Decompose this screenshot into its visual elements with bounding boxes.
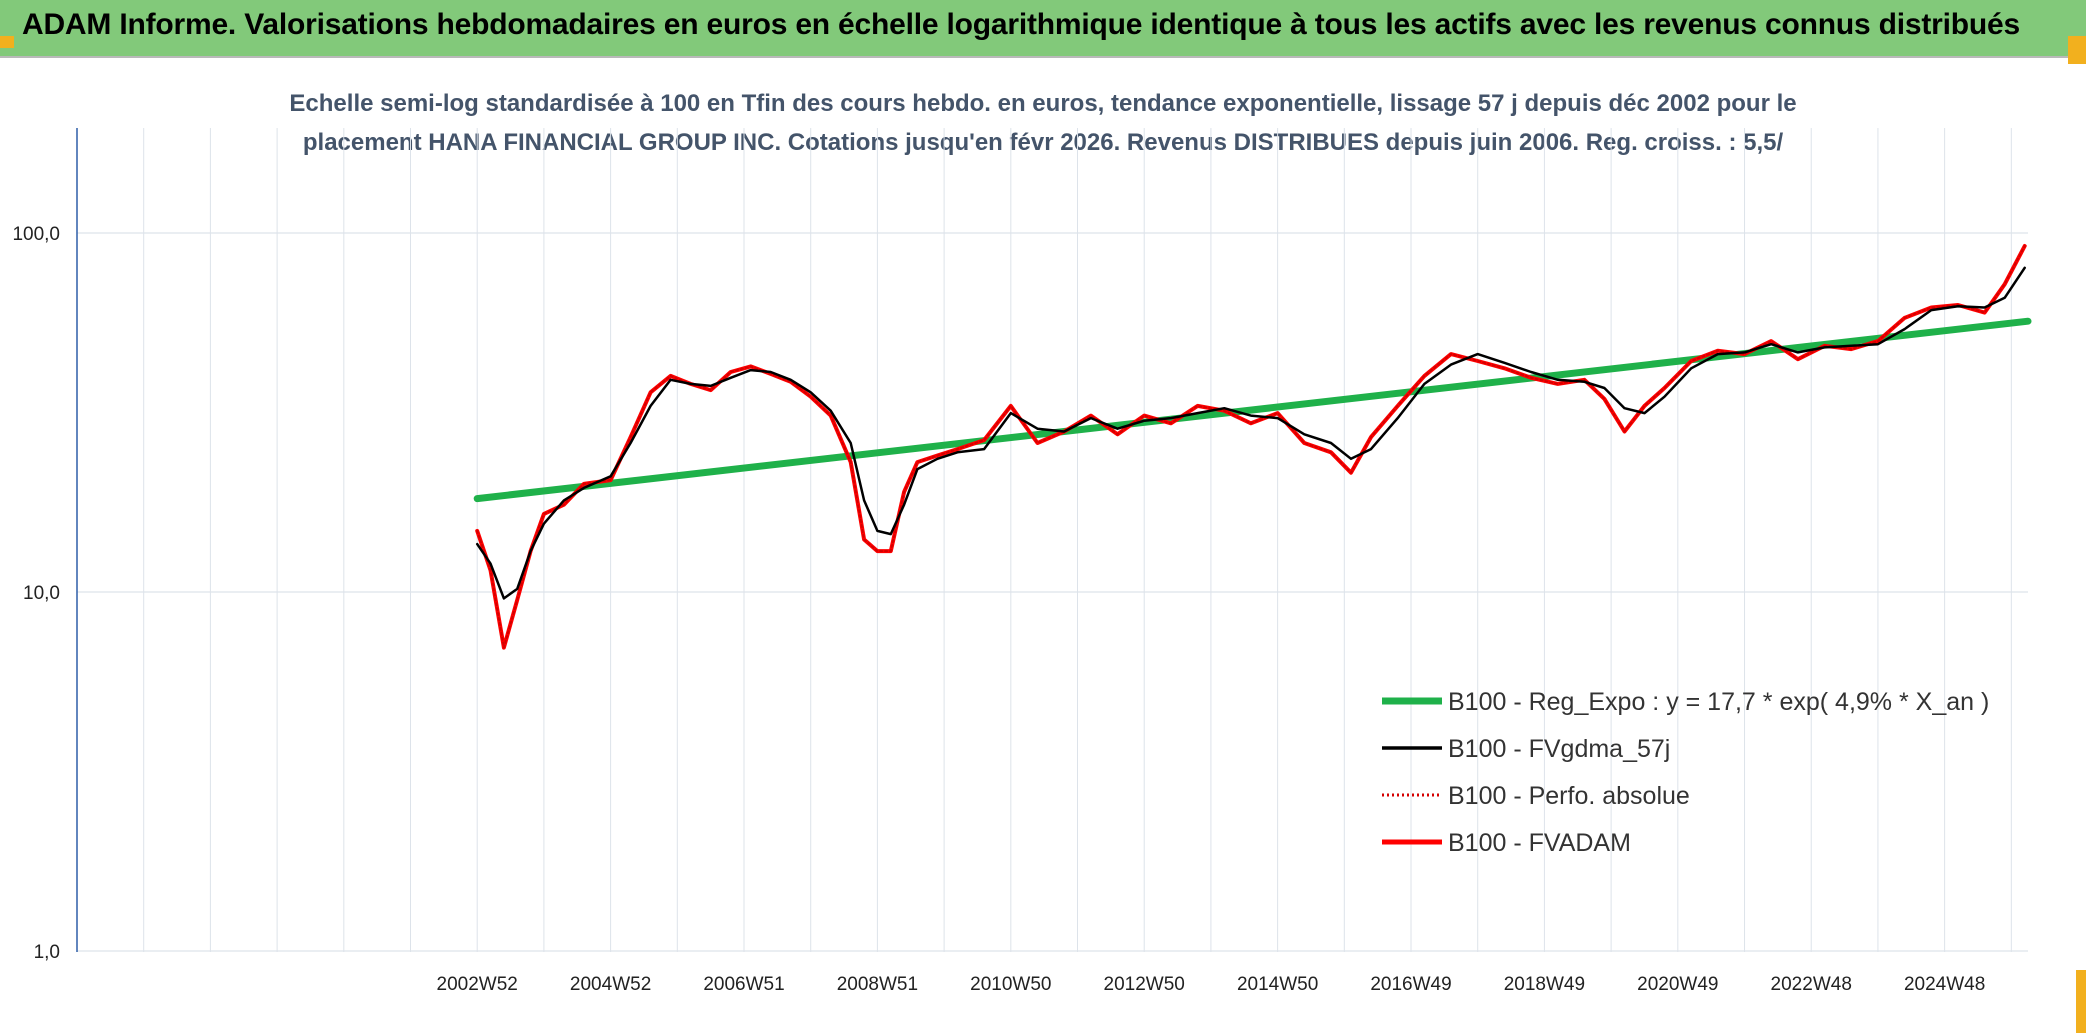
chart-subtitle-line-1: Echelle semi-log standardisée à 100 en T…	[289, 90, 1796, 117]
legend-label-reg: B100 - Reg_Expo : y = 17,7 * exp( 4,9% *…	[1448, 688, 1989, 716]
x-tick-labels: 2002W52 2004W52 2006W51 2008W51 2010W50 2012W…	[437, 974, 1986, 995]
chart-subtitle: Echelle semi-log standardisée à 100 en T…	[289, 90, 1796, 156]
series-line-fvgdma	[475, 266, 2026, 600]
page-title: ADAM Informe. Valorisations hebdomadaire…	[22, 8, 2020, 41]
corner-accent-top-right	[2068, 36, 2086, 64]
series-line-reg	[473, 317, 2032, 503]
y-tick-label: 10,0	[23, 583, 60, 604]
series-line-fvadam	[475, 244, 2027, 650]
series-layer	[473, 244, 2032, 650]
y-tick-label: 100,0	[12, 224, 60, 245]
x-tick-label: 2014W50	[1237, 974, 1318, 995]
x-tick-label: 2006W51	[703, 974, 784, 995]
corner-accent-top-left	[0, 36, 14, 48]
x-tick-label: 2002W52	[437, 974, 518, 995]
legend: B100 - Reg_Expo : y = 17,7 * exp( 4,9% *…	[1382, 688, 1989, 857]
corner-accent-bottom-right	[2076, 970, 2086, 1033]
header-bar: ADAM Informe. Valorisations hebdomadaire…	[0, 0, 2086, 58]
horizontal-gridlines	[77, 232, 2028, 952]
x-tick-label: 2022W48	[1771, 974, 1852, 995]
legend-label-perfo: B100 - Perfo. absolue	[1448, 782, 1690, 810]
y-tick-labels: 1,0 10,0 100,0	[12, 224, 60, 963]
x-tick-label: 2016W49	[1370, 974, 1451, 995]
x-tick-label: 2010W50	[970, 974, 1051, 995]
x-tick-label: 2008W51	[837, 974, 918, 995]
legend-label-fvadam: B100 - FVADAM	[1448, 829, 1631, 857]
x-tick-label: 2018W49	[1504, 974, 1585, 995]
x-tick-label: 2020W49	[1637, 974, 1718, 995]
series-line-perfo	[476, 245, 2026, 649]
chart-subtitle-line-2: placement HANA FINANCIAL GROUP INC. Cota…	[303, 129, 1784, 156]
x-tick-label: 2024W48	[1904, 974, 1985, 995]
legend-label-fvgdma: B100 - FVgdma_57j	[1448, 735, 1670, 763]
vertical-gridlines	[76, 128, 2012, 952]
x-tick-label: 2004W52	[570, 974, 651, 995]
x-tick-label: 2012W50	[1104, 974, 1185, 995]
y-tick-label: 1,0	[34, 942, 60, 963]
